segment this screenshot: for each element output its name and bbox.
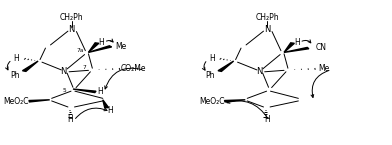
Text: Me: Me [318, 64, 330, 73]
Polygon shape [73, 89, 96, 93]
Polygon shape [103, 100, 109, 108]
Text: H: H [67, 115, 73, 124]
Text: H: H [99, 38, 105, 47]
Polygon shape [284, 47, 309, 52]
Text: H: H [209, 54, 215, 63]
Text: MeO₂C: MeO₂C [3, 97, 29, 106]
Polygon shape [22, 61, 38, 71]
Text: N: N [256, 67, 262, 76]
Text: Me: Me [116, 42, 127, 51]
Text: CN: CN [315, 43, 326, 52]
Text: H: H [265, 115, 270, 124]
Polygon shape [89, 43, 99, 52]
Polygon shape [224, 100, 245, 102]
Text: N: N [264, 25, 270, 34]
Text: 7a: 7a [76, 48, 83, 54]
Text: H: H [14, 54, 19, 63]
Text: Ph: Ph [10, 71, 20, 80]
Text: H: H [97, 87, 103, 96]
Text: Ph: Ph [206, 71, 215, 80]
Text: CO₂Me: CO₂Me [120, 64, 146, 73]
Text: H: H [294, 38, 300, 47]
Text: MeO₂C: MeO₂C [199, 97, 224, 106]
Text: CH₂Ph: CH₂Ph [60, 13, 83, 22]
Polygon shape [29, 100, 50, 102]
Text: 5: 5 [63, 88, 66, 93]
Text: H: H [107, 106, 113, 115]
Text: N: N [69, 25, 75, 34]
Text: N: N [60, 67, 67, 76]
Text: CH₂Ph: CH₂Ph [256, 13, 279, 22]
Text: 7: 7 [83, 65, 87, 70]
Polygon shape [284, 43, 294, 52]
Polygon shape [218, 61, 234, 71]
Polygon shape [89, 46, 112, 52]
